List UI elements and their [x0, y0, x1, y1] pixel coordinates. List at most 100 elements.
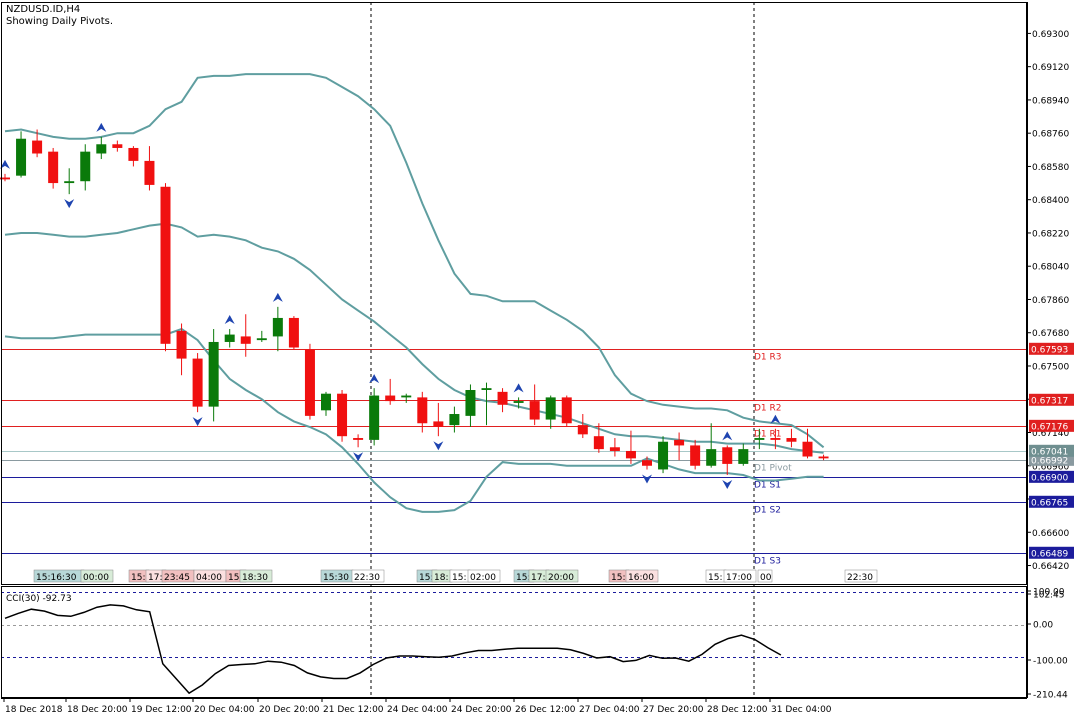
time-tick-label-5: 21 Dec 12:00 — [323, 705, 384, 715]
session-label-text: 20:00 — [548, 573, 574, 583]
candle-22 — [353, 434, 364, 448]
cci-title: CCI(30) -92.73 — [6, 594, 72, 604]
candle-40 — [642, 456, 652, 470]
candle-39 — [625, 430, 636, 464]
pivot-price-tag-4 — [1029, 470, 1074, 483]
candle-body — [288, 317, 299, 348]
candle-body — [754, 438, 765, 440]
cci-tick-label-0: 102.45 — [1033, 591, 1065, 601]
candle-1 — [16, 131, 27, 178]
session-label-text: 15: — [516, 573, 530, 583]
session-label-13: 02:00 — [467, 569, 501, 583]
price-tick-label-10: 0.67500 — [1032, 362, 1069, 372]
pivot-label-3: D1 Pivot — [754, 464, 792, 474]
price-tick-label-7: 0.68040 — [1032, 263, 1069, 273]
cci-tick-label-2: 0.00 — [1033, 621, 1053, 631]
pivot-label-1: D1 R2 — [754, 404, 782, 414]
candle-body — [625, 450, 636, 459]
candle-body — [369, 395, 380, 440]
price-tick-label-9: 0.67680 — [1032, 329, 1069, 339]
candle-8 — [128, 146, 139, 167]
session-label-text: 15: — [452, 573, 466, 583]
candle-body — [545, 397, 556, 420]
fractal-down-arrow-40 — [642, 474, 652, 484]
candle-body — [770, 438, 781, 440]
time-tick-label-9: 27 Dec 04:00 — [579, 705, 640, 715]
price-tick-label-5: 0.68400 — [1032, 196, 1069, 206]
current-price-tag — [1029, 444, 1074, 457]
session-label-5: 04:00 — [193, 569, 227, 583]
session-label-text: 15:16:30 — [36, 573, 77, 583]
session-label-text: 15: — [228, 573, 242, 583]
candle-27 — [433, 402, 444, 437]
candle-body — [16, 138, 27, 176]
session-label-box — [467, 569, 501, 583]
price-tick-label-15: 0.66600 — [1032, 529, 1069, 539]
candle-36 — [577, 414, 588, 439]
pivot-price-tag-text-2: 0.67176 — [1031, 422, 1068, 432]
pivot-price-tag-text-1: 0.67317 — [1031, 396, 1068, 406]
session-label-19: 15: — [705, 569, 727, 583]
candle-3 — [48, 147, 59, 189]
candle-body — [690, 445, 701, 466]
session-label-1: 00:00 — [80, 569, 114, 583]
session-label-text: 15: — [611, 573, 625, 583]
candle-body — [561, 397, 572, 424]
candle-body — [160, 186, 171, 344]
candle-body — [497, 391, 508, 405]
candle-47 — [754, 428, 765, 450]
candle-body — [802, 441, 813, 457]
session-label-22: 22:30 — [844, 569, 878, 583]
candle-body — [272, 317, 283, 337]
session-label-box — [625, 569, 659, 583]
price-tick-label-2: 0.68940 — [1032, 96, 1069, 106]
candle-body — [240, 336, 251, 344]
fractal-down-arrow-12 — [192, 417, 203, 427]
bollinger-lower — [4, 327, 824, 513]
session-label-18: 16:00 — [625, 569, 659, 583]
price-tick-label-8: 0.67860 — [1032, 296, 1069, 306]
session-label-text: 15: — [131, 573, 145, 583]
candle-body — [449, 414, 460, 426]
candle-11 — [176, 323, 187, 376]
candle-body — [176, 330, 187, 359]
candle-body — [593, 436, 604, 450]
candle-7 — [112, 140, 123, 152]
candle-41 — [658, 436, 669, 474]
time-tick-label-8: 26 Dec 12:00 — [515, 705, 576, 715]
session-label-text: 22:30 — [847, 573, 873, 583]
candle-body — [256, 338, 267, 341]
candle-body — [128, 147, 139, 161]
candle-body — [353, 438, 364, 440]
candle-45 — [722, 445, 733, 475]
candle-15 — [240, 314, 251, 357]
session-label-9: 22:30 — [351, 569, 385, 583]
candle-body — [513, 401, 524, 403]
candle-50 — [802, 428, 813, 459]
candle-44 — [706, 423, 717, 468]
session-label-0: 15:16:30 — [33, 569, 85, 583]
session-label-text: 15: — [419, 573, 433, 583]
candle-34 — [545, 395, 556, 429]
session-label-text: 15: — [708, 573, 722, 583]
pivot-price-tag-6 — [1029, 546, 1074, 559]
cci-tick-label-1: 100.00 — [1033, 588, 1065, 598]
pivot-label-2: D1 R1 — [754, 430, 782, 440]
session-label-box — [844, 569, 878, 583]
candle-body — [224, 334, 235, 342]
candle-13 — [208, 329, 219, 422]
session-label-text: 16:00 — [628, 573, 654, 583]
candle-body — [96, 144, 107, 154]
cci-line — [4, 604, 782, 695]
session-label-text: 22:30 — [354, 573, 380, 583]
session-label-12: 15: — [449, 569, 471, 583]
candle-20 — [321, 391, 331, 416]
candle-5 — [80, 144, 91, 191]
session-label-box — [80, 569, 114, 583]
pivot-price-tag-1 — [1029, 393, 1074, 406]
candle-48 — [770, 428, 781, 450]
candle-17 — [272, 306, 283, 352]
fractal-down-arrow-45 — [722, 479, 733, 489]
